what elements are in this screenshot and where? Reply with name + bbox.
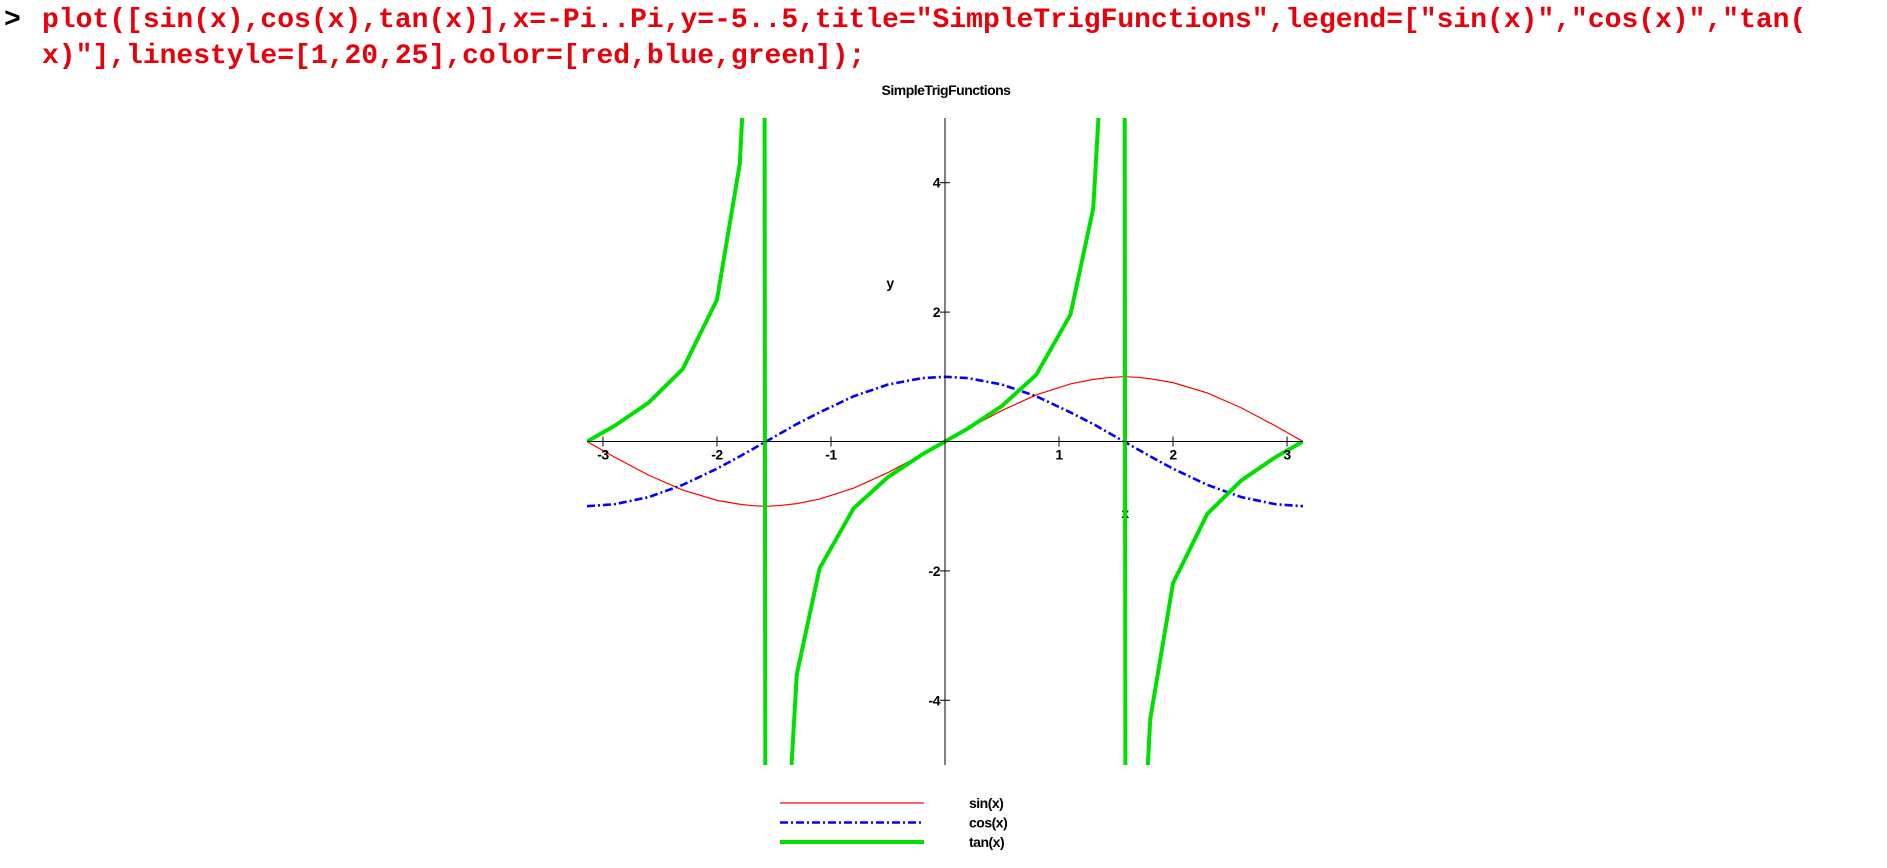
chart-title: SimpleTrigFunctions: [882, 82, 1012, 98]
x-tick-label: -1: [825, 447, 837, 463]
y-tick-label: -4: [929, 692, 941, 708]
y-tick-label: 2: [933, 304, 941, 320]
x-tick-label: -2: [711, 447, 723, 463]
legend-label: sin(x): [969, 795, 1003, 811]
command-line: plot([sin(x),cos(x),tan(x)],x=-Pi..Pi,y=…: [42, 5, 1806, 36]
legend-label: cos(x): [969, 815, 1007, 831]
prompt: >: [4, 5, 21, 36]
y-tick-label: 4: [933, 175, 941, 191]
legend-label: tan(x): [969, 834, 1004, 850]
y-axis-label: y: [886, 275, 894, 291]
x-tick-label: 1: [1055, 447, 1063, 463]
x-tick-label: 2: [1169, 447, 1177, 463]
x-tick-label: -3: [597, 447, 609, 463]
x-tick-label: 3: [1283, 447, 1291, 463]
command-line: x)"],linestyle=[1,20,25],color=[red,blue…: [42, 41, 865, 72]
y-tick-label: -2: [929, 563, 941, 579]
